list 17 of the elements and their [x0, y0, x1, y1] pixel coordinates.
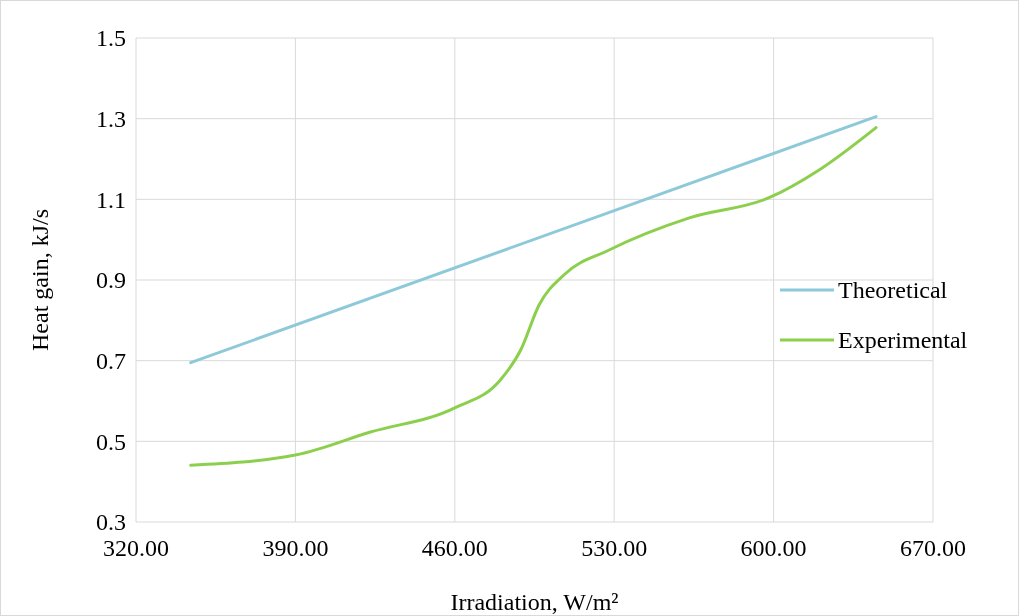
y-axis-title: Heat gain, kJ/s	[27, 209, 53, 351]
y-tick-label: 0.7	[96, 348, 126, 375]
y-tick-label: 0.3	[96, 509, 126, 536]
y-tick-label: 0.9	[96, 267, 126, 294]
legend-label: Experimental	[838, 327, 968, 354]
y-tick-label: 0.5	[96, 428, 126, 455]
y-tick-label: 1.1	[96, 186, 126, 213]
y-tick-label: 1.5	[96, 25, 126, 52]
x-tick-label: 390.00	[262, 535, 329, 561]
legend-label: Theoretical	[838, 277, 948, 304]
x-tick-label: 600.00	[740, 535, 807, 561]
x-axis-title: Irradiation, W/m²	[450, 589, 619, 615]
x-tick-label: 530.00	[581, 535, 648, 561]
x-tick-label: 320.00	[103, 535, 169, 561]
x-tick-label: 460.00	[421, 535, 488, 561]
y-tick-label: 1.3	[96, 106, 126, 133]
x-tick-label: 670.00	[900, 535, 966, 561]
